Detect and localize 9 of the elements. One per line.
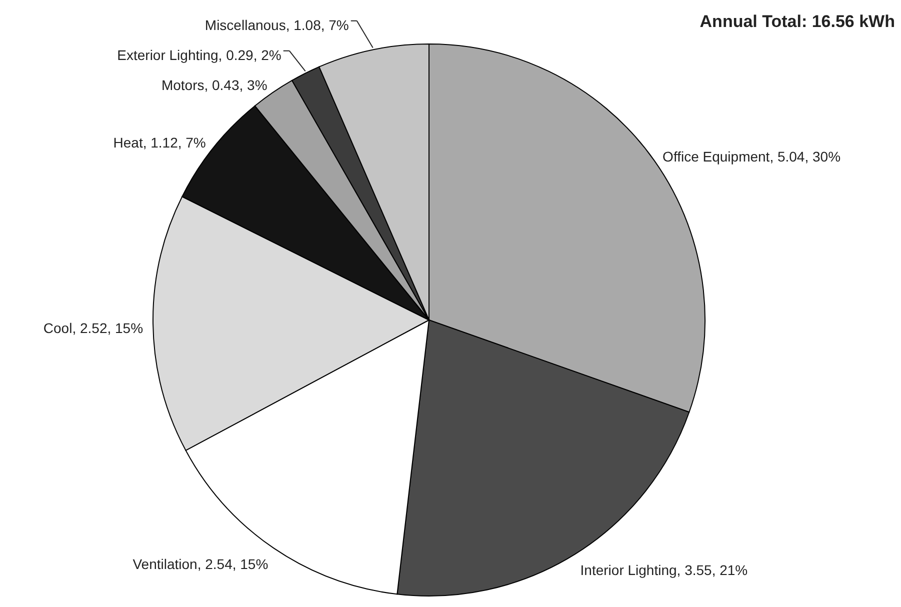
slice-label: Miscellanous, 1.08, 7% bbox=[204, 16, 349, 33]
slice-label: Heat, 1.12, 7% bbox=[113, 134, 206, 151]
slice-label: Interior Lighting, 3.55, 21% bbox=[580, 562, 748, 578]
slice-label: Office Equipment, 5.04, 30% bbox=[662, 148, 841, 165]
slice-label: Exterior Lighting, 0.29, 2% bbox=[117, 46, 282, 63]
slice-label: Ventilation, 2.54, 15% bbox=[132, 556, 268, 572]
slice-label: Motors, 0.43, 3% bbox=[161, 76, 268, 93]
chart-title: Annual Total: 16.56 kWh bbox=[700, 12, 895, 31]
slice-label: Cool, 2.52, 15% bbox=[43, 320, 144, 336]
